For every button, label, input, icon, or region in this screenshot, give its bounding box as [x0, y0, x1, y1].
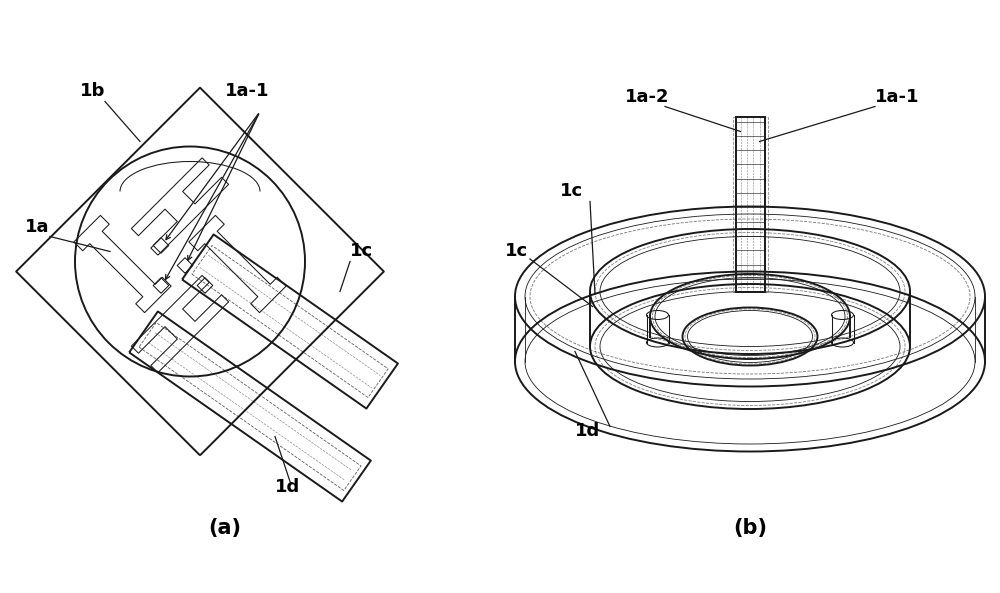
- Text: 1a-1: 1a-1: [875, 88, 920, 106]
- Text: (b): (b): [733, 518, 767, 538]
- Text: 1a-1: 1a-1: [225, 82, 270, 100]
- Bar: [732, 116, 768, 292]
- Text: 1d: 1d: [575, 422, 600, 441]
- Text: 1a: 1a: [25, 218, 50, 235]
- Text: 1b: 1b: [80, 82, 105, 100]
- Text: 1c: 1c: [350, 243, 373, 260]
- Text: 1c: 1c: [505, 243, 528, 260]
- Text: (a): (a): [208, 518, 242, 538]
- Text: 1c: 1c: [560, 183, 583, 200]
- Text: 1d: 1d: [275, 477, 300, 496]
- Text: 1a-2: 1a-2: [625, 88, 670, 106]
- Bar: [736, 116, 765, 292]
